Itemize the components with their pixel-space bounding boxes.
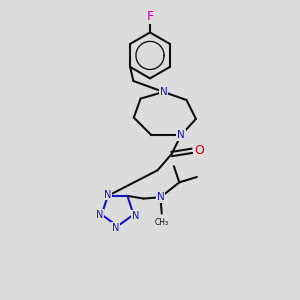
- Text: CH₃: CH₃: [155, 218, 169, 227]
- Text: O: O: [194, 144, 204, 157]
- Text: N: N: [160, 87, 167, 97]
- Text: N: N: [104, 190, 111, 200]
- Text: N: N: [132, 211, 140, 221]
- Text: N: N: [96, 210, 103, 220]
- Text: N: N: [177, 130, 185, 140]
- Text: N: N: [112, 223, 119, 232]
- Text: N: N: [157, 192, 164, 202]
- Text: F: F: [146, 10, 154, 23]
